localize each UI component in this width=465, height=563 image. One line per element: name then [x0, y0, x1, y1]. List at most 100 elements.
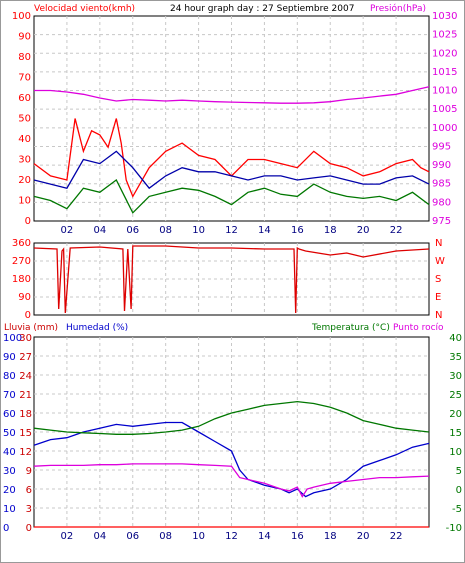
temp-tick-label: 20 [449, 409, 462, 420]
rain-axis-title: Lluvia (mm) [4, 323, 58, 333]
panel2-degree-ticks: 0 90 180 270 360 [12, 238, 31, 321]
compass-tick-label: N [435, 238, 442, 249]
rain-tick-label: 0 [26, 523, 32, 534]
pressure-tick-label: 1020 [432, 48, 457, 59]
rain-tick-label: 27 [19, 352, 32, 363]
pressure-tick-label: 1005 [432, 104, 457, 115]
humidity-tick-label: 90 [3, 352, 16, 363]
degree-tick-label: 360 [12, 238, 31, 249]
degree-tick-label: 180 [12, 274, 31, 285]
x-tick-label: 18 [324, 531, 337, 542]
humidity-tick-label: 50 [3, 428, 16, 439]
compass-tick-label: S [435, 274, 441, 285]
panel1-pressure-ticks: 975 980 985 990 995 1000 1005 1010 1015 1020 1025 1… [432, 11, 457, 227]
series-line-avg [33, 150, 430, 190]
rain-tick-label: 6 [26, 485, 32, 496]
temp-axis-title: Temperatura (°C) [311, 323, 390, 333]
x-tick-label: 06 [126, 225, 139, 236]
x-tick-label: 04 [93, 531, 106, 542]
rain-tick-label: 3 [26, 504, 32, 515]
wind-tick-label: 50 [18, 114, 31, 125]
compass-tick-label: N [435, 310, 442, 321]
x-tick-label: 06 [126, 531, 139, 542]
degree-tick-label: 270 [12, 256, 31, 267]
rain-humidity-temp-panel: Lluvia (mm) Humedad (%) Temperatura (°C)… [3, 323, 462, 542]
humidity-tick-label: 20 [3, 485, 16, 496]
x-tick-label: 20 [357, 531, 370, 542]
temp-tick-label: -5 [452, 504, 462, 515]
panel3-lines [33, 400, 430, 528]
humidity-tick-label: 80 [3, 371, 16, 382]
wind-tick-label: 20 [18, 175, 31, 186]
x-tick-label: 16 [291, 531, 304, 542]
wind-tick-label: 70 [18, 73, 31, 84]
panel3-temp-ticks: -10 -5 0 5 10 15 20 25 30 35 40 [446, 333, 462, 534]
panel3-left-ticks: 0 10 20 30 40 50 60 70 80 90 100 0 3 6 9 12 15 18 21 24 27 30 [3, 333, 32, 534]
pressure-tick-label: 1030 [432, 11, 457, 22]
temp-tick-label: 5 [456, 466, 462, 477]
panel1-grid [34, 16, 429, 221]
wind-tick-label: 90 [18, 32, 31, 43]
humidity-tick-label: 0 [3, 523, 9, 534]
pressure-axis-title: Presión(hPa) [370, 3, 426, 14]
rain-tick-label: 24 [19, 371, 32, 382]
humidity-tick-label: 10 [3, 504, 16, 515]
series-line-direction [33, 245, 430, 314]
pressure-tick-label: 1025 [432, 30, 457, 41]
pressure-tick-label: 975 [432, 216, 451, 227]
wind-tick-label: 0 [25, 216, 31, 227]
dewpoint-axis-title: Punto rocío [393, 323, 444, 333]
degree-tick-label: 90 [18, 292, 31, 303]
temp-tick-label: 0 [456, 485, 462, 496]
x-tick-label: 16 [291, 225, 304, 236]
series-line-humidity [33, 421, 430, 498]
compass-tick-label: W [435, 256, 445, 267]
rain-tick-label: 21 [19, 390, 32, 401]
degree-tick-label: 0 [25, 310, 31, 321]
humidity-tick-label: 30 [3, 466, 16, 477]
pressure-tick-label: 980 [432, 197, 451, 208]
series-line-gust [33, 118, 430, 198]
x-tick-label: 10 [192, 225, 205, 236]
x-tick-label: 14 [258, 225, 271, 236]
panel3-x-ticks: 02 04 06 08 10 12 14 16 18 20 22 [61, 531, 403, 542]
wind-tick-label: 100 [12, 11, 31, 22]
pressure-tick-label: 1000 [432, 123, 457, 134]
x-tick-label: 22 [390, 531, 403, 542]
temp-tick-label: 15 [449, 428, 462, 439]
series-line-low [33, 179, 430, 214]
panel1-lines [33, 86, 430, 214]
x-tick-label: 08 [159, 225, 172, 236]
temp-tick-label: -10 [446, 523, 462, 534]
pressure-tick-label: 1010 [432, 86, 457, 97]
x-tick-label: 18 [324, 225, 337, 236]
wind-pressure-panel: Velocidad viento(kmh) 24 hour graph day … [12, 3, 458, 236]
rain-tick-label: 30 [19, 333, 32, 344]
pressure-tick-label: 1015 [432, 67, 457, 78]
humidity-axis-title: Humedad (%) [66, 323, 128, 333]
wind-tick-label: 10 [18, 196, 31, 207]
pressure-tick-label: 995 [432, 141, 451, 152]
temp-tick-label: 30 [449, 371, 462, 382]
x-tick-label: 20 [357, 225, 370, 236]
panel1-x-ticks: 02 04 06 08 10 12 14 16 18 20 22 [61, 225, 403, 236]
wind-tick-label: 80 [18, 52, 31, 63]
series-line-temperature [33, 400, 430, 435]
wind-axis-title: Velocidad viento(kmh) [34, 4, 135, 14]
x-tick-label: 04 [93, 225, 106, 236]
x-tick-label: 14 [258, 531, 271, 542]
pressure-tick-label: 990 [432, 160, 451, 171]
panel2-lines [33, 245, 430, 314]
humidity-tick-label: 60 [3, 409, 16, 420]
x-tick-label: 02 [61, 225, 74, 236]
x-tick-label: 02 [61, 531, 74, 542]
x-tick-label: 08 [159, 531, 172, 542]
temp-tick-label: 25 [449, 390, 462, 401]
series-line-dewpoint [33, 463, 430, 498]
humidity-tick-label: 100 [3, 333, 22, 344]
rain-tick-label: 18 [19, 409, 32, 420]
humidity-tick-label: 70 [3, 390, 16, 401]
